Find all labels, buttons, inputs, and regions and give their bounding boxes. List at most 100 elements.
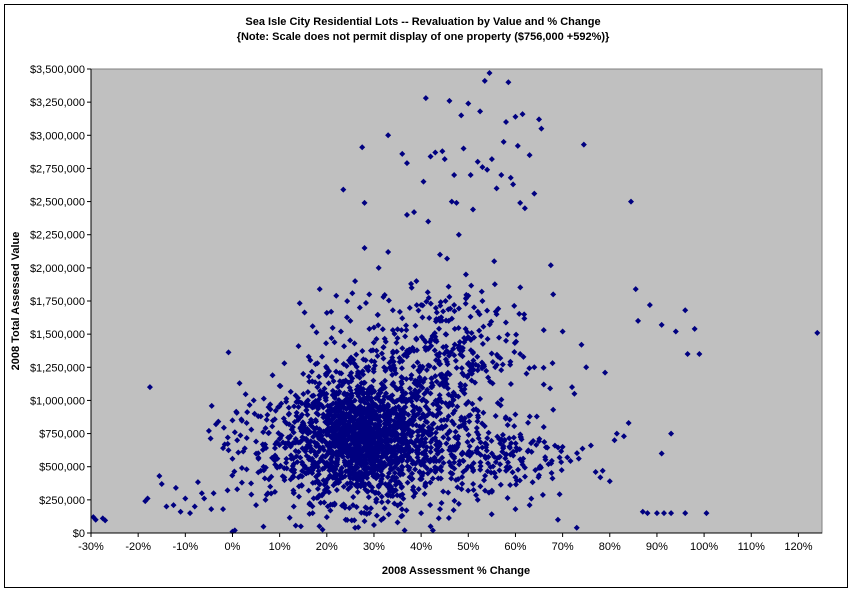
data-point: [360, 386, 367, 393]
data-point: [467, 313, 474, 320]
data-point: [454, 403, 461, 410]
data-point: [511, 423, 518, 430]
data-point: [423, 298, 430, 305]
data-point: [427, 300, 434, 307]
data-point: [384, 412, 391, 419]
data-point: [280, 415, 287, 422]
data-point: [208, 506, 215, 513]
data-point: [343, 432, 350, 439]
data-point: [400, 495, 407, 502]
data-point: [402, 390, 409, 397]
data-point: [408, 433, 415, 440]
data-point: [397, 414, 404, 421]
data-point: [339, 437, 346, 444]
data-point: [441, 383, 448, 390]
data-point: [413, 278, 420, 285]
data-point: [350, 475, 357, 482]
data-point: [194, 479, 201, 486]
data-point: [313, 452, 320, 459]
data-point: [599, 467, 606, 474]
data-point: [412, 489, 419, 496]
data-point: [436, 404, 443, 411]
data-point: [533, 441, 540, 448]
data-point: [431, 364, 438, 371]
data-point: [310, 433, 317, 440]
data-point: [336, 370, 343, 377]
data-point: [433, 309, 440, 316]
data-point: [198, 490, 205, 497]
data-point: [451, 453, 458, 460]
data-point: [451, 172, 458, 179]
data-point: [458, 486, 465, 493]
data-point: [484, 307, 491, 314]
data-point: [389, 432, 396, 439]
data-point: [360, 356, 367, 363]
data-point: [507, 451, 514, 458]
data-point: [521, 311, 528, 318]
data-point: [465, 334, 472, 341]
data-point: [477, 466, 484, 473]
data-point: [525, 419, 532, 426]
data-point: [378, 350, 385, 357]
data-point: [427, 501, 434, 508]
data-point: [329, 420, 336, 427]
data-point: [396, 470, 403, 477]
data-point: [524, 448, 531, 455]
data-point: [301, 309, 308, 316]
data-point: [383, 444, 390, 451]
data-point: [440, 460, 447, 467]
data-point: [412, 466, 419, 473]
data-point: [625, 419, 632, 426]
data-point: [661, 510, 668, 517]
data-point: [542, 454, 549, 461]
data-point: [468, 282, 475, 289]
data-point: [263, 416, 270, 423]
data-point: [451, 465, 458, 472]
data-point: [451, 301, 458, 308]
data-point: [370, 339, 377, 346]
data-point: [338, 473, 345, 480]
data-point: [579, 445, 586, 452]
data-point: [231, 527, 238, 534]
data-point: [357, 407, 364, 414]
x-tick-label: 110%: [738, 541, 766, 553]
data-point: [207, 435, 214, 442]
data-point: [163, 503, 170, 510]
data-point: [445, 283, 452, 290]
data-point: [403, 160, 410, 167]
data-point: [491, 470, 498, 477]
data-point: [488, 437, 495, 444]
data-point: [367, 426, 374, 433]
data-point: [305, 487, 312, 494]
data-point: [229, 455, 236, 462]
data-point: [449, 470, 456, 477]
data-point: [347, 317, 354, 324]
data-point: [470, 206, 477, 213]
data-point: [455, 476, 462, 483]
data-point: [554, 516, 561, 523]
data-point: [471, 304, 478, 311]
data-point: [353, 389, 360, 396]
data-point: [324, 421, 331, 428]
data-point: [346, 413, 353, 420]
data-point: [504, 421, 511, 428]
data-point: [303, 403, 310, 410]
data-point: [580, 141, 587, 148]
data-point: [291, 403, 298, 410]
data-point: [298, 437, 305, 444]
data-point: [413, 347, 420, 354]
data-point: [408, 398, 415, 405]
data-point: [348, 378, 355, 385]
data-point: [355, 524, 362, 531]
data-point: [567, 458, 574, 465]
data-point: [346, 395, 353, 402]
data-point: [459, 473, 466, 480]
data-point: [272, 452, 279, 459]
data-point: [281, 477, 288, 484]
data-point: [429, 421, 436, 428]
data-point: [231, 429, 238, 436]
data-point: [409, 346, 416, 353]
data-point: [455, 500, 462, 507]
data-point: [393, 430, 400, 437]
data-point: [339, 453, 346, 460]
